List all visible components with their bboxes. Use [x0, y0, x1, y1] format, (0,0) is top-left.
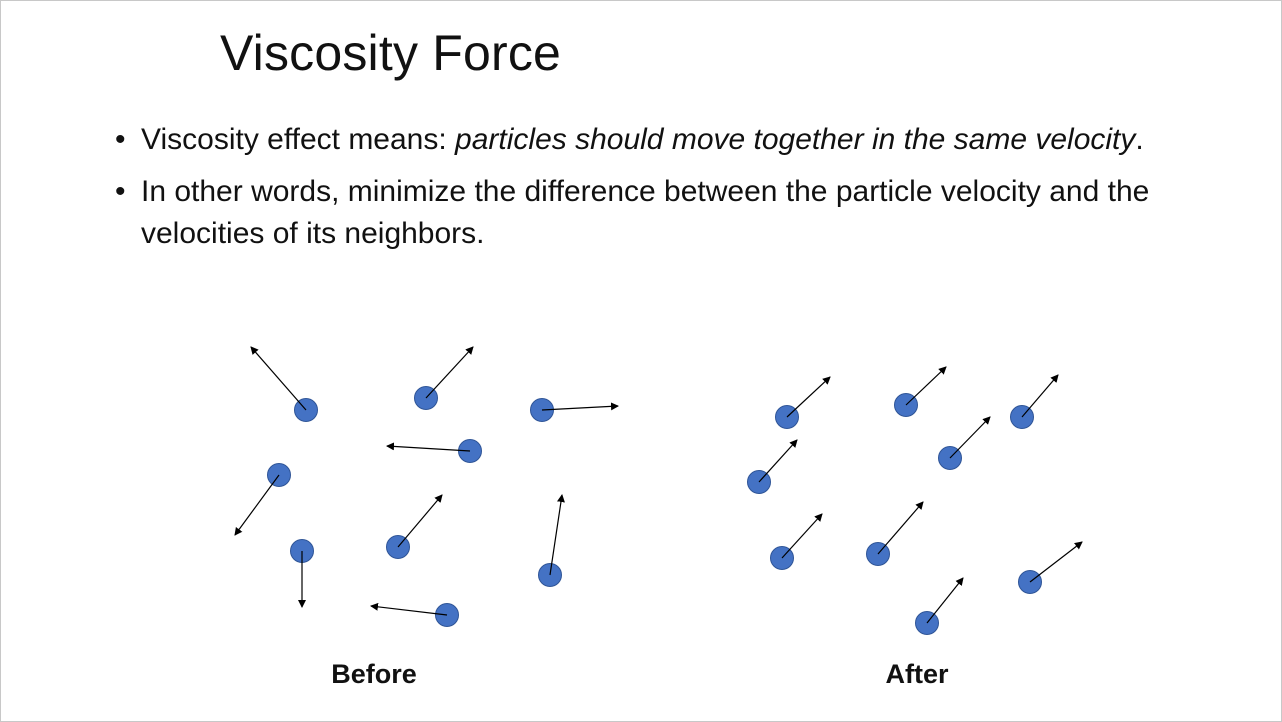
- before-particle: [234, 463, 291, 536]
- after-particles: [747, 366, 1083, 635]
- bullet-list: • Viscosity effect means: particles shou…: [111, 119, 1201, 265]
- before-particle: [370, 602, 459, 627]
- bullet-text: In other words, minimize the difference …: [141, 175, 1150, 250]
- after-particle: [894, 366, 947, 417]
- before-velocity-arrow: [397, 494, 443, 548]
- before-velocity-arrow: [370, 602, 448, 616]
- after-velocity-arrow: [877, 501, 924, 555]
- bullet-marker: •: [115, 123, 126, 156]
- before-particle: [290, 539, 314, 608]
- after-particle: [775, 376, 831, 429]
- bullet-item-2: • In other words, minimize the differenc…: [111, 171, 1201, 255]
- before-velocity-arrow: [549, 494, 565, 576]
- caption-after: After: [885, 659, 949, 689]
- before-particle: [538, 494, 565, 587]
- after-velocity-arrow: [781, 513, 823, 559]
- bullet-text-tail: .: [1135, 123, 1144, 156]
- before-particle: [386, 494, 443, 559]
- before-velocity-arrow: [234, 474, 280, 536]
- after-particle: [1010, 374, 1059, 429]
- caption-before: Before: [331, 659, 417, 689]
- after-velocity-arrow: [786, 376, 831, 418]
- after-velocity-arrow: [926, 577, 964, 624]
- slide-title: Viscosity Force: [220, 25, 562, 81]
- after-particle: [866, 501, 924, 566]
- after-particle: [915, 577, 964, 635]
- before-particle: [414, 346, 474, 410]
- bullet-text: Viscosity effect means:: [141, 123, 456, 156]
- after-velocity-arrow: [758, 439, 798, 483]
- after-velocity-arrow: [1029, 541, 1083, 583]
- before-particle: [386, 439, 482, 463]
- before-velocity-arrow: [250, 346, 307, 411]
- before-velocity-arrow: [425, 346, 474, 399]
- bullet-marker: •: [115, 175, 126, 208]
- before-particle: [250, 346, 318, 422]
- bullet-item-1: • Viscosity effect means: particles shou…: [111, 119, 1201, 161]
- before-particles: [234, 346, 619, 627]
- bullet-text-italic: particles should move together in the sa…: [455, 123, 1136, 156]
- after-velocity-arrow: [949, 416, 991, 459]
- after-particle: [747, 439, 798, 494]
- after-velocity-arrow: [905, 366, 947, 406]
- before-particle: [530, 398, 619, 422]
- before-velocity-arrow: [541, 402, 619, 411]
- after-particle: [938, 416, 991, 470]
- after-velocity-arrow: [1021, 374, 1059, 418]
- before-velocity-arrow: [386, 442, 471, 452]
- after-particle: [1018, 541, 1083, 594]
- after-particle: [770, 513, 823, 570]
